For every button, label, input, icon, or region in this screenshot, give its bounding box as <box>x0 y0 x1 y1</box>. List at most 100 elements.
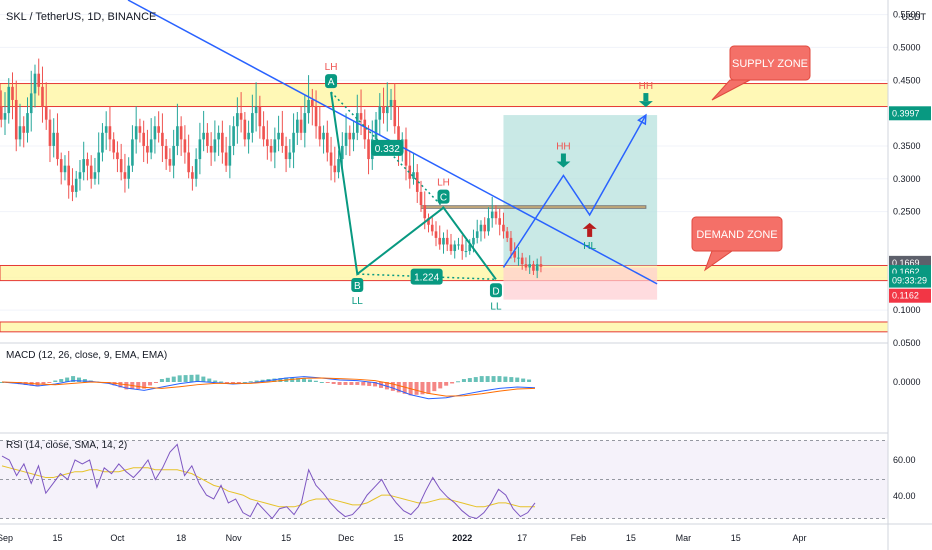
macd-histogram-bar <box>219 381 224 383</box>
macd-histogram-bar <box>153 382 158 383</box>
price-pane[interactable]: A LH B LL C LH D LL 0.332 1.224 HH HL HH SUPPLY ZON… <box>0 0 889 344</box>
candle-body <box>194 159 198 179</box>
ratio-badge <box>410 268 443 285</box>
candle-body <box>494 211 498 219</box>
time-tick-label: Oct <box>110 533 125 543</box>
candle-body <box>179 126 183 140</box>
candle-body <box>415 172 419 192</box>
supply-callout-tail <box>711 79 751 101</box>
macd-histogram-bar <box>65 377 70 382</box>
candle-body <box>243 119 247 140</box>
pattern-point-tag: LL <box>352 296 364 307</box>
candle-body <box>288 152 292 160</box>
macd-histogram-bar <box>118 382 123 388</box>
candles <box>0 58 543 279</box>
candle-body <box>228 145 232 166</box>
candle-body <box>419 191 423 206</box>
candle-body <box>412 172 415 179</box>
candle-body <box>26 113 29 133</box>
candle-body <box>112 139 115 153</box>
candle-body <box>149 139 153 153</box>
candle-body <box>146 145 149 153</box>
macd-histogram-bar <box>59 379 64 382</box>
macd-histogram-bar <box>260 379 265 382</box>
pattern-point-marker <box>325 74 338 89</box>
macd-histogram-bar <box>515 377 520 382</box>
candle-body <box>78 172 82 179</box>
time-axis[interactable]: Sep 15 Oct 18 Nov 15 Dec 15 2022 17 Feb 15 Mar 15 Apr <box>0 533 807 543</box>
candle-body <box>404 139 408 166</box>
price-axis[interactable]: 0.55000.50000.45000.35000.30000.25000.15… <box>889 10 931 348</box>
macd-histogram-bar <box>503 376 508 382</box>
time-tick-label: 15 <box>52 533 62 543</box>
macd-pane[interactable]: MACD (12, 26, close, 9, EMA, EMA) 0.0000 <box>0 350 921 400</box>
rsi-tick-60: 60.00 <box>893 455 916 465</box>
price-tick-label: 0.3500 <box>893 141 921 151</box>
lower-zone <box>0 321 889 333</box>
candle-body <box>475 231 479 238</box>
candle-body <box>82 159 86 173</box>
candle-body <box>44 106 48 120</box>
candle-body <box>236 113 239 127</box>
candle-body <box>337 159 340 173</box>
candle-body <box>333 165 337 173</box>
candle-body <box>359 113 363 120</box>
candle-body <box>430 224 434 232</box>
abcd-pattern: A LH B LL C LH D LL 0.332 1.224 <box>325 62 502 312</box>
currency-label: USDT <box>902 12 927 22</box>
candle-body <box>101 132 104 153</box>
demand-callout-tail <box>703 250 734 272</box>
candle-body <box>457 244 460 246</box>
candle-body <box>97 152 101 173</box>
candle-body <box>292 132 295 153</box>
candle-body <box>56 132 59 160</box>
macd-histogram-bar <box>177 375 182 382</box>
candle-body <box>423 205 427 219</box>
candle-body <box>502 224 505 232</box>
resistance-line <box>420 205 647 209</box>
macd-histogram-bar <box>47 382 52 383</box>
candle-body <box>0 106 3 120</box>
candle-body <box>217 132 220 140</box>
macd-histogram-bar <box>361 382 366 386</box>
rsi-pane[interactable]: RSI (14, close, SMA, 14, 2) 60.00 40.00 <box>0 440 916 520</box>
candle-body <box>269 145 273 153</box>
candle-body <box>168 159 172 166</box>
candle-body <box>352 132 355 140</box>
candle-body <box>198 139 202 160</box>
macd-histogram-bar <box>461 379 466 382</box>
candle-body <box>127 165 130 179</box>
price-label-badge <box>889 288 931 303</box>
macd-histogram-bar <box>272 378 277 382</box>
ratio-label: 1.224 <box>414 273 439 284</box>
macd-histogram-bar <box>195 374 200 382</box>
time-tick-label: Mar <box>676 533 692 543</box>
candle-body <box>48 119 52 146</box>
price-tick-label: 0.4500 <box>893 75 921 85</box>
candle-body <box>318 126 322 140</box>
candle-body <box>221 132 224 153</box>
candle-body <box>157 126 160 133</box>
macd-histogram-bar <box>296 378 301 382</box>
candle-body <box>187 152 190 173</box>
candle-body <box>116 152 119 160</box>
macd-histogram-bar <box>136 382 141 389</box>
candle-body <box>340 145 344 160</box>
candle-body <box>37 73 41 87</box>
macd-histogram-bar <box>242 382 247 383</box>
arrow-up-icon <box>587 228 593 237</box>
macd-histogram-bar <box>148 382 153 386</box>
arrow-down-icon <box>643 93 649 102</box>
price-tick-label: 0.1000 <box>893 305 921 315</box>
candle-body <box>520 257 524 265</box>
arrow-down-icon <box>556 161 571 168</box>
candle-body <box>344 132 348 146</box>
candle-body <box>71 185 74 192</box>
macd-histogram-bar <box>236 382 241 383</box>
macd-histogram-bar <box>165 377 170 382</box>
macd-tick: 0.0000 <box>893 377 921 387</box>
pattern-point-tag: LL <box>490 301 502 312</box>
pattern-point-marker <box>489 283 502 298</box>
macd-histogram-bar <box>82 379 87 382</box>
